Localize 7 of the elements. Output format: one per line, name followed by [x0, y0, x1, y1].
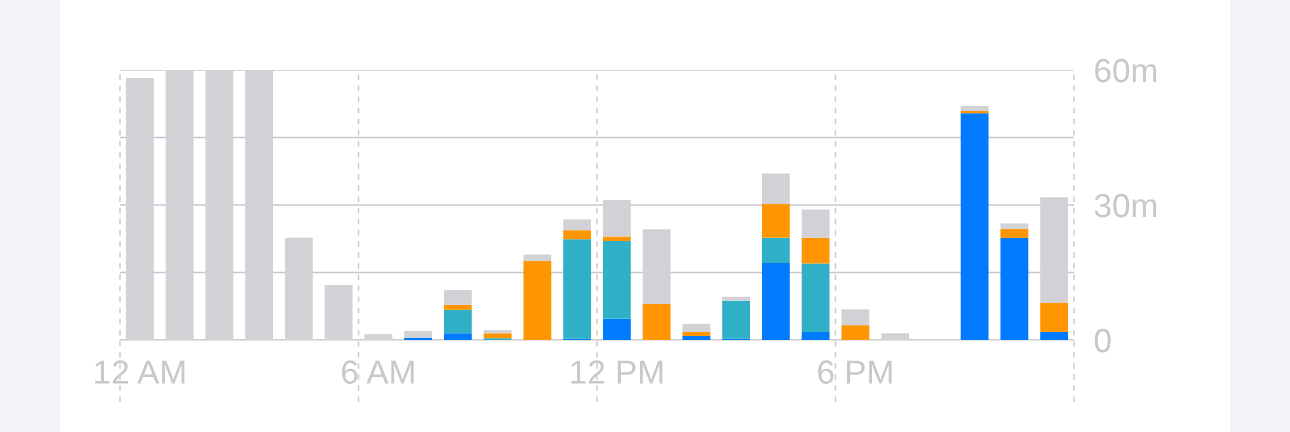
y-tick-label: 30m: [1094, 193, 1157, 218]
x-tick-label: 12 AM: [95, 360, 185, 384]
y-tick-label: 60m: [1095, 58, 1157, 83]
x-tick-label: 6 PM: [818, 360, 892, 384]
x-tick-label: 12 PM: [571, 360, 663, 384]
y-tick-label: 0: [1094, 328, 1111, 353]
x-tick-label: 6 AM: [342, 360, 414, 384]
